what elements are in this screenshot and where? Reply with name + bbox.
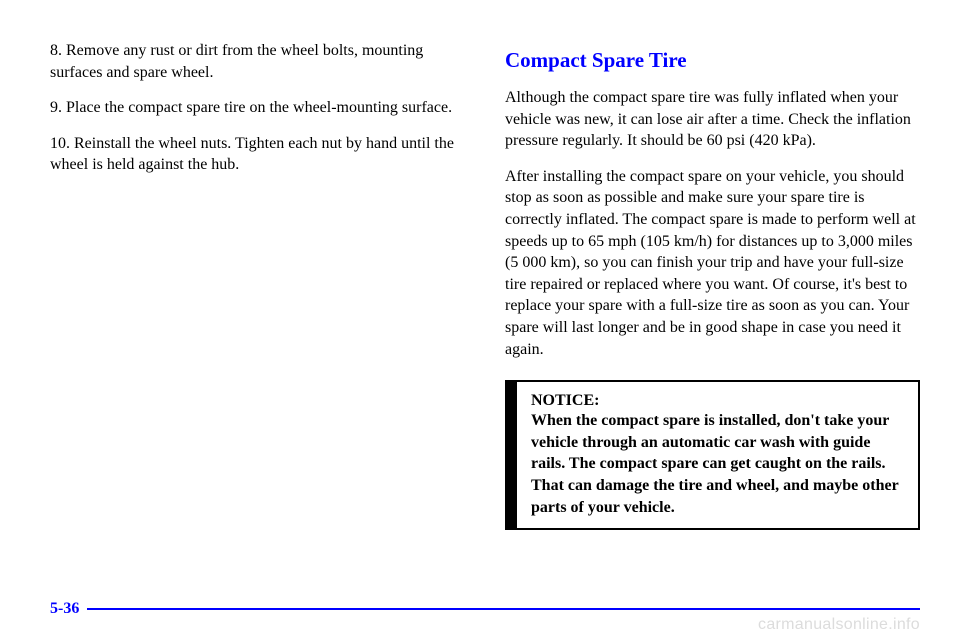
footer-rule <box>87 608 920 610</box>
notice-box: NOTICE: When the compact spare is instal… <box>505 380 920 530</box>
manual-page: 8. Remove any rust or dirt from the whee… <box>0 0 960 640</box>
step-8: 8. Remove any rust or dirt from the whee… <box>50 40 465 83</box>
step-9: 9. Place the compact spare tire on the w… <box>50 97 465 119</box>
left-column: 8. Remove any rust or dirt from the whee… <box>50 40 465 530</box>
watermark: carmanualsonline.info <box>758 616 920 634</box>
paragraph-2: After installing the compact spare on yo… <box>505 166 920 360</box>
two-column-layout: 8. Remove any rust or dirt from the whee… <box>50 40 920 530</box>
paragraph-1: Although the compact spare tire was full… <box>505 87 920 152</box>
page-number: 5-36 <box>50 600 79 618</box>
step-10: 10. Reinstall the wheel nuts. Tighten ea… <box>50 133 465 176</box>
notice-text: When the compact spare is installed, don… <box>531 410 904 518</box>
right-column: Compact Spare Tire Although the compact … <box>505 40 920 530</box>
notice-label: NOTICE: <box>531 392 904 410</box>
section-heading: Compact Spare Tire <box>505 48 920 73</box>
